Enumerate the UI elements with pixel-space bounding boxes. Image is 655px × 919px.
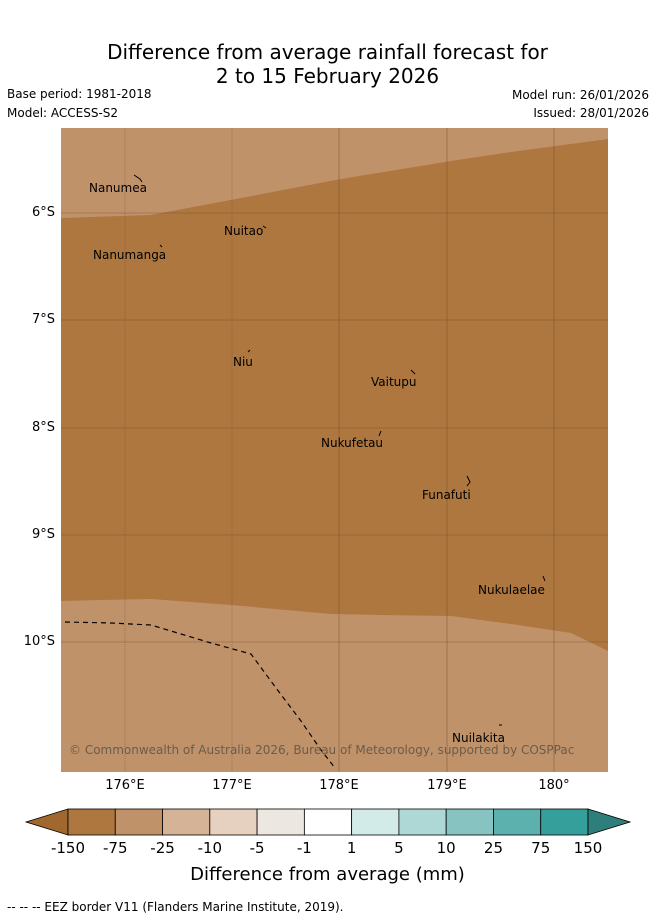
lon-label-180: 180° [538, 778, 570, 793]
colorbar-tick-label: 75 [531, 839, 551, 857]
copyright-notice: © Commonwealth of Australia 2026, Bureau… [69, 743, 575, 757]
colorbar-segment [256, 808, 305, 836]
colorbar-tick-label: -75 [103, 839, 128, 857]
place-label-vaitupu: Vaitupu [371, 375, 417, 389]
lon-label-176e: 176°E [105, 778, 145, 793]
lat-label-7s: 7°S [31, 312, 55, 327]
colorbar-tick-label: -25 [150, 839, 175, 857]
colorbar-tick-label: 25 [483, 839, 503, 857]
island-nukufetau [378, 430, 382, 437]
place-label-nanumanga: Nanumanga [93, 248, 167, 262]
title-line-2: 2 to 15 February 2026 [215, 64, 440, 88]
colorbar-tick-label: -10 [197, 839, 223, 857]
colorbar-arrow-high [587, 808, 631, 836]
eez-border [64, 621, 336, 769]
lon-label-178e: 178°E [319, 778, 359, 793]
place-label-nuitao: Nuitao [224, 224, 264, 238]
lat-label-8s: 8°S [31, 420, 55, 435]
island-niu [247, 349, 251, 353]
eez-footnote: -- -- -- EEZ border V11 (Flanders Marine… [7, 900, 344, 914]
colorbar-segment [351, 808, 400, 836]
place-label-nukulaelae: Nukulaelae [478, 583, 545, 597]
colorbar-segment [540, 808, 589, 836]
colorbar-segment [114, 808, 163, 836]
lon-label-179e: 179°E [427, 778, 467, 793]
gridlines [61, 128, 608, 772]
island-nanumea [133, 174, 143, 183]
lat-label-10s: 10°S [23, 634, 55, 649]
island-nanumanga [159, 244, 163, 248]
colorbar [25, 808, 631, 836]
lat-label-6s: 6°S [31, 205, 55, 220]
colorbar-segment [209, 808, 258, 836]
colorbar-segment [162, 808, 211, 836]
title-line-1: Difference from average rainfall forecas… [107, 40, 548, 64]
map-svg [61, 128, 608, 772]
colorbar-arrow-low [25, 808, 69, 836]
island-nukulaelae [542, 575, 546, 582]
colorbar-tick-label: 5 [394, 839, 404, 857]
place-label-nanumea: Nanumea [89, 181, 147, 195]
colorbar-tick-label: -5 [249, 839, 265, 857]
colorbar-segment [398, 808, 447, 836]
island-nuitao [262, 225, 267, 229]
colorbar-segments [25, 808, 631, 836]
model-run: Model run: 26/01/2026 [511, 88, 649, 102]
map-title: Difference from average rainfall forecas… [0, 40, 655, 88]
colorbar-segment [493, 808, 542, 836]
colorbar-segment [445, 808, 494, 836]
lon-label-177e: 177°E [212, 778, 252, 793]
colorbar-tick-label: 150 [573, 839, 603, 857]
issued-date: Issued: 28/01/2026 [533, 106, 649, 120]
colorbar-tick-label: -150 [50, 839, 86, 857]
place-label-funafuti: Funafuti [422, 488, 471, 502]
colorbar-segment [303, 808, 353, 836]
colorbar-segment [67, 808, 116, 836]
colorbar-title: Difference from average (mm) [190, 864, 465, 885]
lat-label-9s: 9°S [31, 527, 55, 542]
colorbar-tick-label: -1 [296, 839, 312, 857]
island-funafuti [466, 475, 471, 487]
place-label-nuilakita: Nuilakita [452, 731, 505, 745]
base-period: Base period: 1981-2018 [7, 87, 152, 101]
model-name: Model: ACCESS-S2 [7, 106, 119, 120]
place-label-nukufetau: Nukufetau [321, 436, 384, 450]
rainfall-map [61, 128, 608, 772]
colorbar-tick-label: 10 [436, 839, 456, 857]
island-vaitupu [410, 369, 416, 375]
colorbar-tick-label: 1 [346, 839, 357, 857]
islands [133, 174, 546, 726]
map-very-dry-region [61, 139, 608, 651]
place-label-niu: Niu [233, 355, 253, 369]
